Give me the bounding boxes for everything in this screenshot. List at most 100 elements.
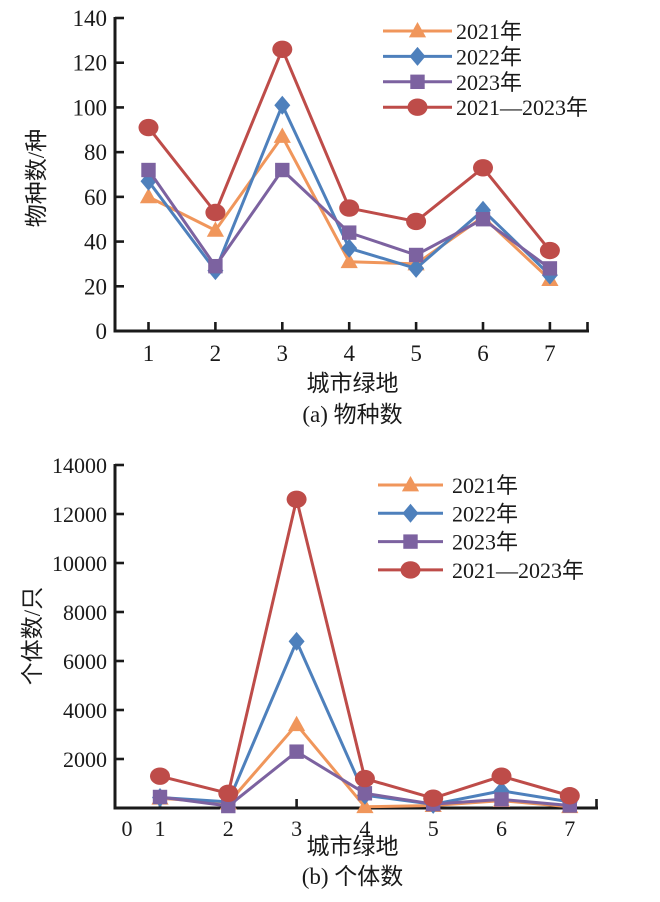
y-tick-label: 140 [73, 6, 108, 31]
circle-marker [138, 118, 159, 137]
x-tick-label: 7 [544, 341, 556, 366]
x-tick-label: 3 [277, 341, 289, 366]
series-2021—2023年 [150, 490, 580, 807]
species-count-plot: 物种数/种 0 20 40 60 80 100 120 140 1 2 3 4 5 6 7 2021年2022… [24, 6, 589, 366]
legend-diamond-marker [409, 46, 426, 66]
y-tick-label: 10000 [52, 551, 107, 576]
y-tick-label: 2000 [63, 747, 107, 772]
square-marker [289, 744, 304, 759]
circle-marker [423, 789, 444, 807]
x-tick-label: 4 [359, 816, 370, 841]
axes: 0 20 40 60 80 100 120 140 1 2 3 4 5 6 7 [73, 6, 589, 366]
triangle-marker [139, 187, 158, 204]
diamond-marker [408, 258, 425, 278]
series-2022年 [140, 95, 558, 285]
x-tick-label: 7 [564, 816, 575, 841]
series-2023年 [141, 162, 558, 276]
square-marker [475, 212, 491, 227]
legend-label: 2021年 [452, 473, 518, 498]
species-count-chart: 物种数/种 0 20 40 60 80 100 120 140 1 2 3 4 5 6 7 2021年 2022… [0, 0, 660, 450]
subfigure-caption-b: (b) 个体数 [301, 864, 404, 889]
circle-marker [272, 40, 293, 58]
square-marker [152, 789, 168, 805]
legend-circle-marker [400, 561, 421, 579]
square-marker [542, 261, 558, 276]
legend-label: 2021年 [456, 19, 522, 44]
y-tick-label: 120 [73, 51, 108, 76]
circle-marker [539, 241, 560, 260]
legend-triangle-marker [408, 22, 427, 38]
y-tick-label: 80 [84, 140, 107, 165]
legend-label: 2021—2023年 [456, 95, 588, 120]
circle-marker [286, 490, 307, 508]
circle-marker [406, 212, 427, 231]
legend-square-marker [403, 534, 418, 549]
triangle-marker [356, 797, 374, 814]
legend-label: 2022年 [452, 501, 518, 526]
diamond-marker [341, 238, 358, 258]
y-tick-label: 20 [84, 274, 107, 299]
legend-circle-marker [407, 98, 428, 116]
square-marker [208, 258, 223, 274]
y-tick-label: 8000 [63, 600, 107, 625]
circle-marker [218, 784, 239, 802]
circle-marker [205, 203, 226, 222]
x-tick-label: 2 [223, 816, 234, 841]
diamond-marker [274, 95, 291, 115]
series-2021—2023年 [138, 40, 560, 260]
subfigure-caption-a: (a) 物种数 [302, 402, 403, 427]
circle-marker [559, 787, 580, 805]
circle-marker [339, 199, 360, 217]
legend-label: 2022年 [456, 44, 522, 69]
circle-marker [150, 767, 170, 785]
triangle-marker [206, 221, 224, 237]
x-tick-label: 3 [291, 816, 302, 841]
square-marker [342, 225, 357, 240]
triangle-marker [273, 127, 291, 143]
legend: 2021年 2022年 2023年 2021—2023年 [378, 473, 584, 583]
y-axis-title-a: 物种数/种 [24, 129, 49, 227]
circle-marker [491, 767, 512, 785]
y-axis-title-b: 个体数/只 [20, 587, 45, 685]
square-marker [408, 247, 424, 263]
square-marker [221, 798, 236, 814]
circle-marker [354, 769, 375, 788]
circle-marker [473, 159, 493, 177]
x-tick-label: 6 [477, 341, 489, 366]
x-tick-label: 1 [155, 816, 166, 841]
y-tick-label: 100 [73, 95, 108, 120]
triangle-marker [340, 252, 358, 269]
y-tick-label: 6000 [63, 649, 107, 674]
legend-label: 2021—2023年 [452, 558, 584, 583]
y-tick-label: 4000 [63, 698, 107, 723]
legend-square-marker [410, 74, 425, 89]
x-tick-label-zero: 0 [122, 816, 133, 841]
plot-content: 0 20 40 60 80 100 120 140 1 2 3 4 5 6 7 2021年2022年2023年… [73, 6, 589, 366]
y-tick-label: 60 [84, 185, 107, 210]
x-tick-label: 4 [343, 341, 355, 366]
square-marker [357, 786, 373, 801]
square-marker [275, 162, 290, 178]
individual-count-plot: 个体数/只 2000 4000 6000 8000 10000 12000 14000 1 2 3… [20, 453, 598, 841]
x-tick-label: 6 [496, 816, 507, 841]
plot-content: 2000 4000 6000 8000 10000 12000 14000 1 2 3 4 5 6 7 0 2… [52, 453, 598, 841]
x-tick-label: 5 [410, 341, 422, 366]
legend-label: 2023年 [456, 70, 522, 95]
x-tick-label: 1 [143, 341, 155, 366]
y-tick-label: 40 [84, 230, 107, 255]
x-axis-title-b: 城市绿地 [306, 834, 399, 859]
x-axis-title-a: 城市绿地 [306, 371, 399, 396]
square-marker [141, 162, 156, 178]
legend-label: 2023年 [452, 530, 518, 555]
legend-diamond-marker [402, 503, 419, 523]
y-tick-label: 0 [96, 319, 108, 344]
square-marker [494, 792, 509, 807]
diamond-marker [288, 631, 305, 651]
y-tick-label: 14000 [52, 453, 107, 478]
x-tick-label: 5 [428, 816, 439, 841]
y-tick-label: 12000 [52, 502, 107, 527]
x-tick-label: 2 [210, 341, 222, 366]
triangle-marker [288, 715, 306, 732]
